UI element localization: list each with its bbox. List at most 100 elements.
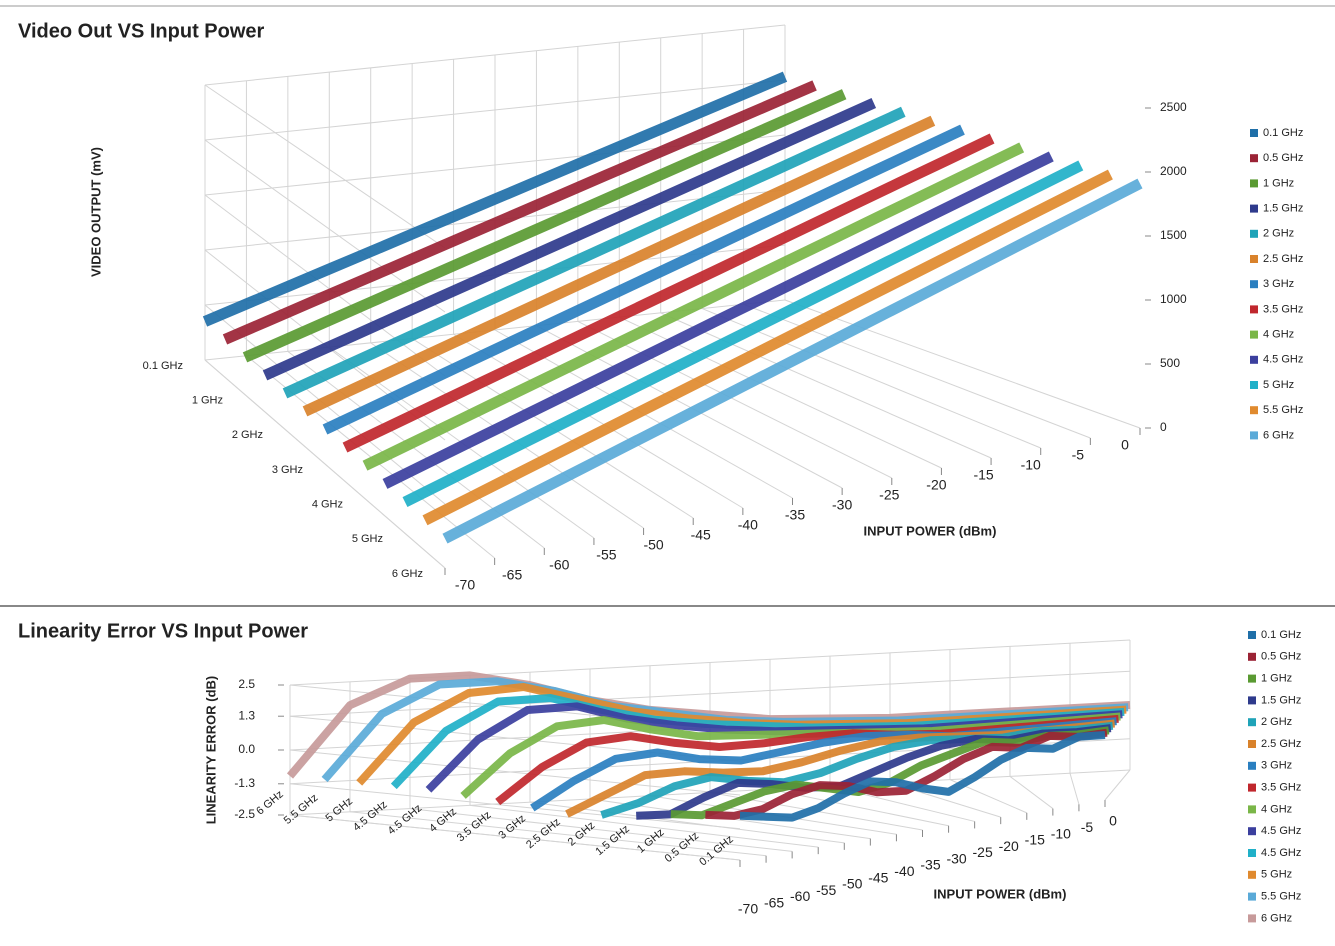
depth-label: 3 GHz — [272, 464, 303, 476]
x-tick-label: -25 — [879, 487, 899, 503]
legend-swatch — [1248, 783, 1256, 792]
y-tick-label: 0.0 — [238, 742, 255, 756]
x-tick-label: -20 — [999, 838, 1019, 854]
ribbon — [282, 106, 906, 399]
grid-line — [204, 194, 446, 377]
grid-line — [1104, 769, 1131, 801]
legend-label: 5 GHz — [1261, 869, 1292, 881]
x-tick-label: -50 — [643, 537, 663, 553]
x-tick-label: -15 — [973, 467, 993, 483]
ribbon — [442, 178, 1143, 544]
x-tick-label: -25 — [973, 844, 993, 860]
x-tick-label: -20 — [926, 477, 946, 493]
legend-swatch — [1248, 718, 1256, 727]
legend-swatch — [1248, 740, 1256, 748]
legend-swatch — [1250, 305, 1258, 314]
legend-label: 4 GHz — [1261, 803, 1292, 815]
ribbon — [362, 142, 1025, 471]
x-axis-title: INPUT POWER (dBm) — [864, 523, 997, 538]
x-tick-label: -60 — [549, 557, 569, 573]
ribbon — [382, 151, 1054, 489]
legend-label: 0.1 GHz — [1261, 629, 1301, 641]
legend-swatch — [1248, 827, 1256, 836]
x-tick-label: -45 — [691, 527, 711, 543]
legend-swatch — [1248, 870, 1256, 879]
legend-label: 5 GHz — [1263, 379, 1294, 391]
depth-label: 4 GHz — [312, 499, 343, 511]
y-tick-label: 2.5 — [238, 677, 255, 691]
x-tick-label: -70 — [455, 577, 475, 593]
x-tick-label: -35 — [920, 857, 940, 873]
x-tick-label: -15 — [1025, 832, 1045, 848]
grid-line — [204, 84, 446, 249]
depth-label: 1 GHz — [192, 395, 223, 407]
legend-label: 1.5 GHz — [1261, 694, 1301, 706]
legend-swatch — [1248, 696, 1256, 705]
x-tick-label: -5 — [1081, 819, 1094, 835]
x-tick-label: -30 — [946, 850, 966, 866]
legend-swatch — [1248, 652, 1256, 661]
ribbon — [322, 124, 965, 435]
legend-label: 3 GHz — [1261, 760, 1292, 772]
ribbon — [739, 731, 1106, 822]
y-tick-label: 1000 — [1160, 292, 1187, 306]
legend-swatch — [1250, 129, 1258, 137]
legend-swatch — [1250, 179, 1258, 188]
x-tick-label: -55 — [816, 882, 836, 898]
x-tick-label: -40 — [738, 517, 758, 533]
x-tick-label: -70 — [738, 901, 758, 917]
legend-label: 4.5 GHz — [1261, 825, 1301, 837]
legend-label: 4.5 GHz — [1263, 354, 1303, 366]
legend-label: 5.5 GHz — [1263, 404, 1303, 416]
depth-label: 5 GHz — [352, 533, 383, 545]
legend-swatch — [1248, 761, 1256, 770]
legend-label: 2 GHz — [1261, 716, 1292, 728]
y-tick-label: 2500 — [1160, 100, 1187, 114]
x-tick-label: -5 — [1072, 447, 1085, 463]
legend-swatch — [1250, 154, 1258, 163]
legend-label: 3.5 GHz — [1263, 303, 1303, 315]
y-tick-label: 2000 — [1160, 164, 1187, 178]
legend-swatch — [1248, 914, 1256, 923]
grid-line — [204, 359, 446, 569]
ribbon — [422, 169, 1113, 526]
y-tick-label: 1500 — [1160, 228, 1187, 242]
legend-label: 3.5 GHz — [1261, 782, 1301, 794]
depth-label: 2 GHz — [232, 429, 263, 441]
legend-swatch — [1248, 805, 1256, 814]
chart-title: Video Out VS Input Power — [18, 20, 265, 42]
legend-label: 0.5 GHz — [1263, 152, 1303, 164]
x-tick-label: -10 — [1051, 825, 1071, 841]
chart: Video Out VS Input Power VIDEO OUTPUT (mV… — [18, 20, 1303, 592]
legend-swatch — [1250, 280, 1258, 289]
x-axis-title: INPUT POWER (dBm) — [934, 886, 1067, 901]
x-tick-label: -55 — [596, 547, 616, 563]
y-tick-label: -2.5 — [234, 807, 255, 821]
legend-swatch — [1250, 255, 1258, 263]
legend-swatch — [1248, 674, 1256, 683]
x-tick-label: -65 — [502, 567, 522, 583]
y-tick-label: 0 — [1160, 420, 1167, 434]
depth-label: 6 GHz — [392, 568, 423, 580]
ribbon — [705, 728, 1108, 820]
ribbon — [262, 97, 877, 381]
chart-title: Linearity Error VS Input Power — [18, 620, 308, 642]
grid-line — [784, 299, 1141, 429]
legend-label: 6 GHz — [1263, 429, 1294, 441]
legend-swatch — [1250, 406, 1258, 415]
grid-line — [453, 333, 744, 509]
legend-label: 4.5 GHz — [1261, 847, 1301, 859]
grid-line — [289, 783, 741, 830]
grid-line — [469, 804, 819, 848]
grid-line — [370, 342, 644, 529]
grid-line — [409, 808, 793, 852]
grid-line — [289, 814, 741, 861]
x-tick-label: -45 — [868, 869, 888, 885]
legend-swatch — [1250, 431, 1258, 440]
x-tick-label: -60 — [790, 888, 810, 904]
x-tick-label: -40 — [894, 863, 914, 879]
legend-swatch — [1250, 330, 1258, 339]
x-tick-label: 0 — [1121, 437, 1129, 453]
